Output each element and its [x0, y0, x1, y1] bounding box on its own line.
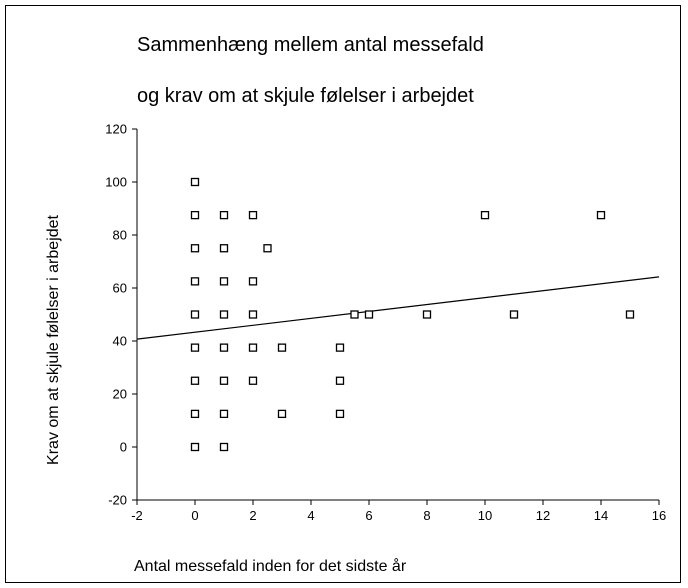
x-tick-label: 16 [652, 508, 666, 523]
data-point [422, 310, 432, 319]
data-point [625, 310, 635, 319]
data-point [219, 244, 229, 253]
data-point [219, 409, 229, 419]
data-point [277, 343, 287, 352]
data-point [190, 376, 200, 385]
x-tick-label: 2 [249, 508, 256, 523]
data-point [190, 177, 200, 187]
data-point [248, 277, 258, 286]
data-point [190, 343, 200, 352]
y-tick-label: 60 [113, 281, 127, 296]
chart-title-line-1: Sammenhæng mellem antal messefald [137, 34, 484, 56]
data-point [248, 310, 258, 319]
data-point [190, 409, 200, 419]
y-tick-label: 0 [120, 440, 127, 455]
points-group [190, 177, 635, 452]
x-tick-label: -2 [131, 508, 143, 523]
x-tick-label: 6 [365, 508, 372, 523]
data-point [190, 277, 200, 286]
data-point [335, 409, 345, 419]
data-point [596, 210, 606, 220]
x-tick-label: 8 [423, 508, 430, 523]
data-point [219, 343, 229, 352]
x-tick-label: 10 [478, 508, 492, 523]
y-tick-label: -20 [108, 493, 127, 508]
y-tick-label: 20 [113, 387, 127, 402]
data-point [190, 244, 200, 253]
data-point [335, 376, 345, 385]
y-tick-label: 120 [105, 122, 127, 137]
y-tick-label: 100 [105, 175, 127, 190]
data-point [219, 210, 229, 220]
x-axis-label: Antal messefald inden for det sidste år [134, 558, 407, 575]
data-point [219, 442, 229, 452]
y-tick-label: 80 [113, 228, 127, 243]
data-point [263, 244, 272, 253]
x-tick-label: 0 [191, 508, 198, 523]
data-point [277, 409, 287, 419]
data-point [248, 343, 258, 352]
axes [136, 129, 659, 501]
data-point [364, 310, 374, 319]
trendline [136, 276, 660, 340]
y-tick-label: 40 [113, 334, 127, 349]
data-point [248, 376, 258, 385]
data-point [219, 376, 229, 385]
data-point [335, 343, 345, 352]
data-point [350, 310, 359, 319]
data-point [248, 210, 258, 220]
chart-title-line-2: og krav om at skjule følelser i arbejdet [137, 85, 474, 107]
data-point [190, 310, 200, 319]
data-point [190, 210, 200, 220]
data-point [219, 277, 229, 286]
trendline-group [136, 276, 660, 340]
data-point [190, 442, 200, 452]
chart-frame [5, 5, 681, 583]
x-tick-label: 4 [307, 508, 314, 523]
data-point [480, 210, 490, 220]
data-point [219, 310, 229, 319]
data-point [509, 310, 519, 319]
x-tick-label: 14 [594, 508, 608, 523]
x-tick-label: 12 [536, 508, 550, 523]
